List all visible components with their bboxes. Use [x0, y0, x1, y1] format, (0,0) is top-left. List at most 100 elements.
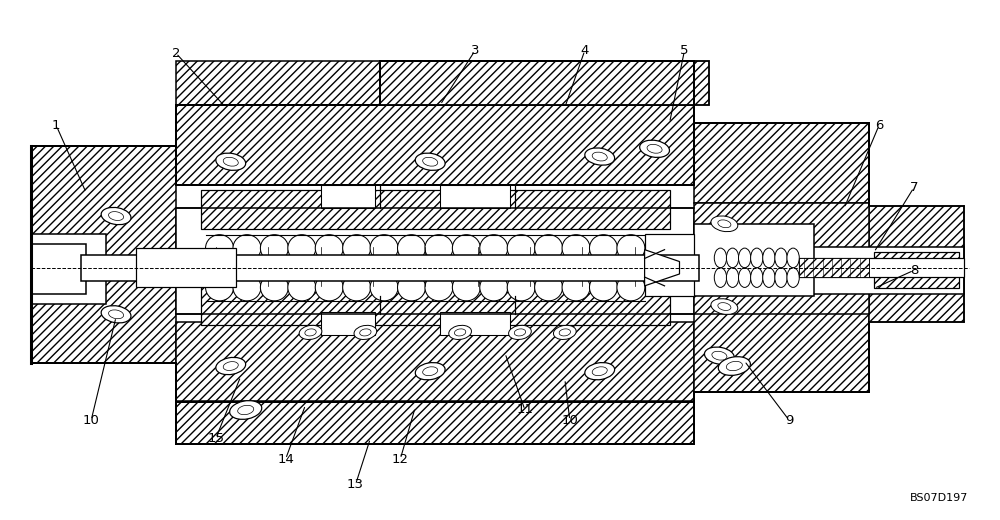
Text: 15: 15 [207, 432, 224, 445]
Ellipse shape [559, 329, 570, 336]
Ellipse shape [398, 235, 425, 262]
Polygon shape [645, 250, 680, 286]
Bar [176, 61, 694, 105]
Ellipse shape [763, 268, 775, 288]
Bar [694, 203, 869, 314]
Ellipse shape [216, 357, 246, 375]
Text: 8: 8 [910, 264, 918, 277]
Ellipse shape [260, 235, 288, 262]
Text: 2: 2 [172, 47, 180, 60]
Ellipse shape [425, 274, 453, 301]
Ellipse shape [714, 248, 727, 268]
Bar [136, 248, 236, 288]
Ellipse shape [714, 268, 727, 288]
Ellipse shape [238, 405, 254, 414]
Ellipse shape [354, 326, 377, 340]
Bar [694, 311, 869, 392]
Ellipse shape [449, 326, 471, 340]
Text: 13: 13 [347, 478, 364, 491]
Text: 10: 10 [83, 414, 100, 427]
Ellipse shape [370, 274, 398, 301]
Ellipse shape [535, 274, 563, 301]
Ellipse shape [514, 329, 526, 336]
Ellipse shape [775, 248, 787, 268]
Ellipse shape [398, 274, 425, 301]
Bar [31, 234, 106, 304]
Ellipse shape [452, 235, 480, 262]
Ellipse shape [553, 326, 576, 340]
Bar [176, 105, 694, 185]
Bar [440, 185, 510, 209]
Ellipse shape [315, 235, 343, 262]
Ellipse shape [787, 268, 799, 288]
Ellipse shape [260, 274, 288, 301]
Bar [799, 258, 869, 277]
Ellipse shape [299, 326, 322, 340]
Ellipse shape [233, 274, 261, 301]
Ellipse shape [223, 361, 238, 370]
Bar [31, 244, 86, 294]
Ellipse shape [711, 298, 738, 315]
Bar [31, 146, 176, 363]
Ellipse shape [585, 362, 615, 380]
Bar [176, 401, 694, 444]
Text: 3: 3 [471, 44, 479, 57]
Text: 1: 1 [52, 119, 60, 132]
Bar [440, 311, 510, 335]
Ellipse shape [101, 207, 131, 225]
Ellipse shape [206, 274, 234, 301]
Ellipse shape [647, 145, 662, 153]
Ellipse shape [233, 235, 261, 262]
Ellipse shape [109, 212, 124, 220]
Ellipse shape [305, 329, 316, 336]
Ellipse shape [751, 248, 763, 268]
Ellipse shape [775, 268, 787, 288]
Ellipse shape [423, 367, 438, 375]
Ellipse shape [288, 235, 316, 262]
Ellipse shape [726, 268, 739, 288]
Ellipse shape [109, 310, 124, 319]
Bar [799, 258, 964, 277]
Bar [874, 252, 959, 289]
Bar [201, 286, 670, 324]
Bar [176, 322, 694, 402]
Text: 7: 7 [910, 181, 918, 194]
Text: 11: 11 [516, 404, 533, 417]
Ellipse shape [507, 235, 535, 262]
Ellipse shape [230, 400, 262, 419]
Ellipse shape [206, 235, 234, 262]
Ellipse shape [640, 140, 669, 158]
Bar [320, 185, 375, 209]
Bar [176, 209, 694, 314]
Ellipse shape [562, 235, 590, 262]
Bar [869, 206, 964, 322]
Ellipse shape [712, 352, 727, 360]
Ellipse shape [454, 329, 466, 336]
Ellipse shape [718, 220, 731, 228]
Ellipse shape [535, 235, 563, 262]
Bar [380, 61, 709, 105]
Text: 12: 12 [392, 452, 409, 465]
Ellipse shape [726, 361, 742, 371]
Text: 5: 5 [680, 44, 689, 57]
Ellipse shape [360, 329, 371, 336]
Ellipse shape [452, 274, 480, 301]
Ellipse shape [751, 268, 763, 288]
Ellipse shape [589, 274, 617, 301]
Ellipse shape [315, 274, 343, 301]
Ellipse shape [370, 235, 398, 262]
Ellipse shape [589, 235, 617, 262]
Ellipse shape [101, 306, 131, 323]
Ellipse shape [763, 248, 775, 268]
Ellipse shape [425, 235, 453, 262]
Bar [201, 190, 670, 229]
Ellipse shape [617, 274, 645, 301]
Ellipse shape [343, 274, 371, 301]
Ellipse shape [423, 158, 438, 166]
Ellipse shape [216, 153, 246, 171]
Ellipse shape [592, 152, 607, 161]
Ellipse shape [726, 248, 739, 268]
Ellipse shape [415, 362, 445, 380]
Text: BS07D197: BS07D197 [910, 493, 969, 503]
Ellipse shape [480, 274, 508, 301]
